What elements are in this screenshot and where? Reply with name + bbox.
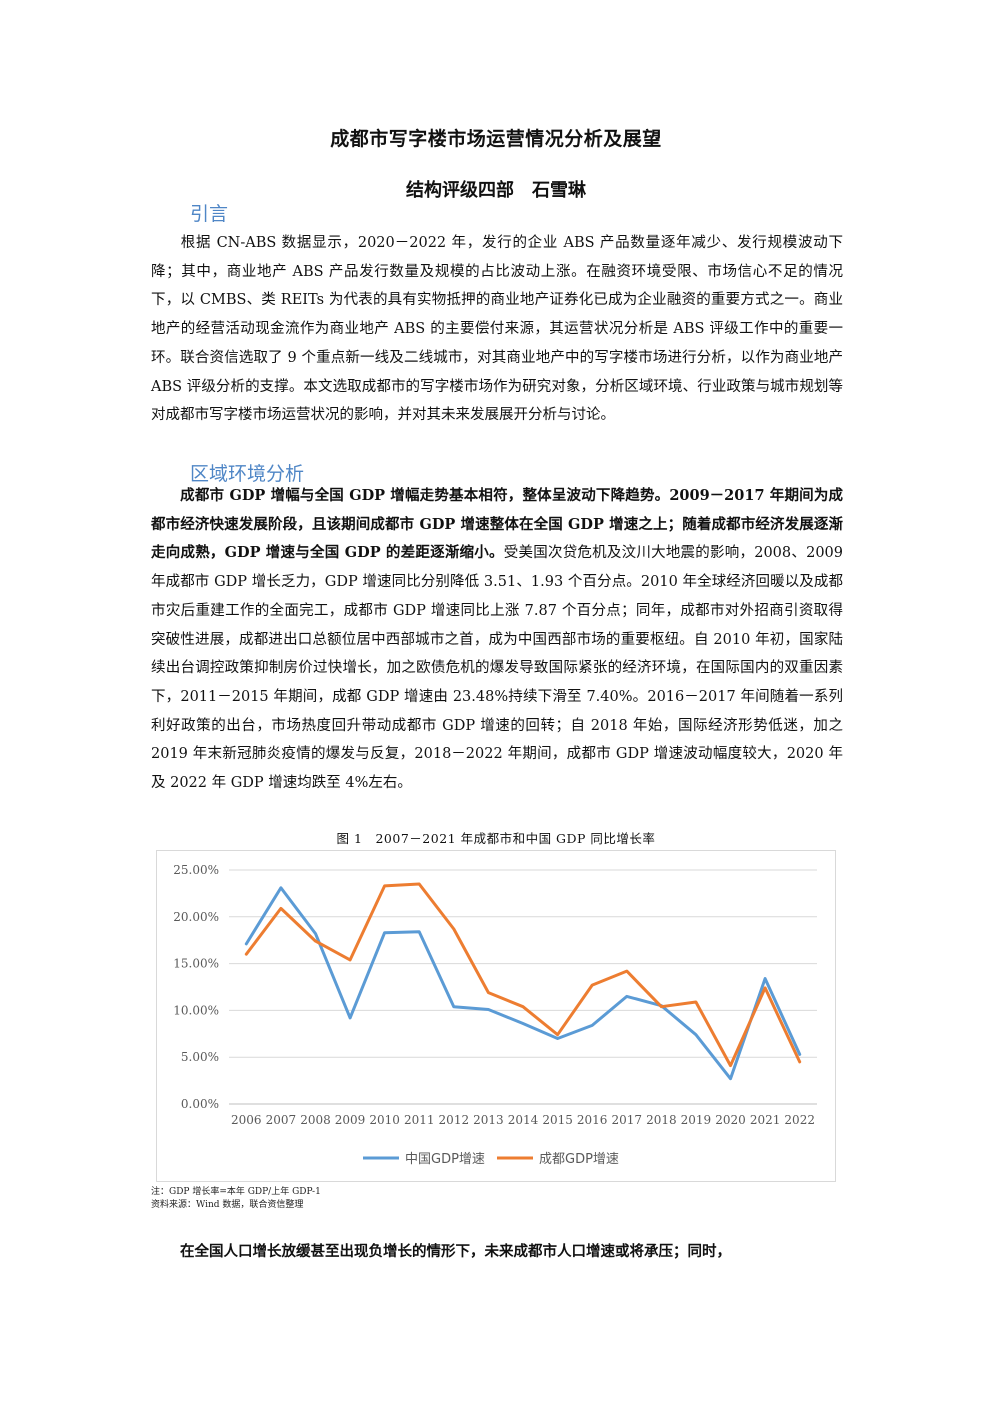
intro-text: 根据 CN-ABS 数据显示，2020－2022 年，发行的企业 ABS 产品数… [151,235,843,424]
trailing-paragraph: 在全国人口增长放缓甚至出现负增长的情形下，未来成都市人口增速或将承压；同时， [151,1238,843,1267]
x-tick-label: 2011 [404,1113,435,1127]
x-tick-label: 2016 [577,1113,608,1127]
x-tick-label: 2007 [266,1113,297,1127]
series-line-1 [244,882,802,1068]
note-source: 资料来源：Wind 数据，联合资信整理 [151,1200,304,1210]
section-heading-intro: 引言 [190,203,229,225]
chart-svg: 0.00% 5.00% 10.00% 15.00% 20.00% 25.00% 2006 20… [173,863,817,1167]
y-tick-label: 25.00% [173,863,219,877]
region-paragraph: 成都市 GDP 增幅与全国 GDP 增幅走势基本相符，整体呈波动下降趋势。200… [151,482,843,798]
x-tick-label: 2009 [335,1113,366,1127]
trailing-text: 在全国人口增长放缓甚至出现负增长的情形下，未来成都市人口增速或将承压；同时， [180,1243,731,1260]
doc-title: 成都市写字楼市场运营情况分析及展望 [330,128,662,150]
x-tick-label: 2022 [784,1113,815,1127]
intro-paragraph: 根据 CN-ABS 数据显示，2020－2022 年，发行的企业 ABS 产品数… [151,229,843,430]
x-tick-label: 2015 [542,1113,573,1127]
y-tick-label: 5.00% [181,1050,219,1064]
section-heading-region: 区域环境分析 [190,463,305,485]
x-tick-label: 2019 [681,1113,712,1127]
x-tick-label: 2006 [231,1113,262,1127]
x-tick-label: 2020 [715,1113,746,1127]
x-tick-label: 2010 [369,1113,400,1127]
series-line-0 [244,886,802,1081]
x-tick-label: 2021 [750,1113,781,1127]
x-tick-label: 2012 [439,1113,470,1127]
y-tick-label: 20.00% [173,910,219,924]
y-tick-label: 0.00% [181,1097,219,1111]
legend-label-1: 成都GDP增速 [539,1152,619,1167]
y-tick-label: 10.00% [173,1003,219,1017]
region-detail-text: 受美国次贷危机及汶川大地震的影响，2008、2009 年成都市 GDP 增长乏力… [151,545,843,792]
x-tick-label: 2014 [508,1113,539,1127]
y-tick-label: 15.00% [173,957,219,971]
doc-author: 结构评级四部 石雪琳 [406,180,586,201]
region-key-finding: 成都市 GDP 增幅与全国 GDP 增幅走势基本相符，整体呈波动下降趋势。200… [151,487,843,562]
figure-caption: 图 1 2007－2021 年成都市和中国 GDP 同比增长率 [336,831,656,846]
figure-notes: 注：GDP 增长率=本年 GDP/上年 GDP-1 资料来源：Wind 数据，联… [151,1186,321,1212]
x-tick-label: 2013 [473,1113,504,1127]
x-tick-label: 2017 [611,1113,642,1127]
x-tick-label: 2018 [646,1113,677,1127]
legend-label-0: 中国GDP增速 [405,1152,485,1167]
note-definition: 注：GDP 增长率=本年 GDP/上年 GDP-1 [151,1187,321,1197]
x-tick-label: 2008 [300,1113,331,1127]
gdp-growth-chart: 0.00% 5.00% 10.00% 15.00% 20.00% 25.00% 2006 20… [156,850,836,1182]
